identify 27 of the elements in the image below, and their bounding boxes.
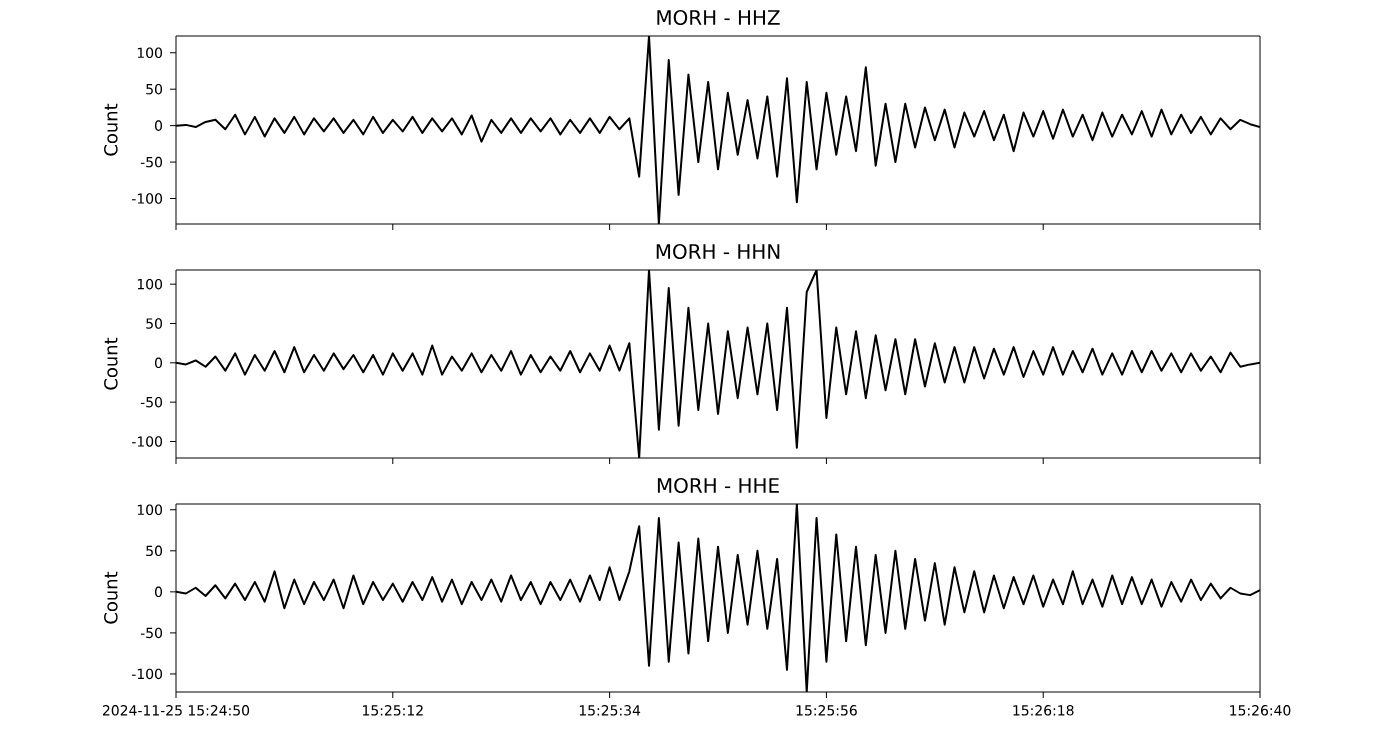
y-tick-label: -50: [140, 156, 163, 168]
x-tick-label: 15:26:40: [1230, 705, 1291, 716]
x-tick-label: 15:25:12: [363, 705, 423, 716]
y-tick-label: -100: [132, 668, 163, 680]
y-tick-label: 100: [137, 504, 163, 516]
x-tick-label: 15:25:56: [796, 705, 857, 716]
y-tick-label: -100: [132, 193, 163, 204]
y-tick-label: -50: [140, 627, 163, 639]
y-tick-label: 100: [137, 47, 163, 59]
chart-title: MORH - HHZ: [657, 9, 780, 26]
y-tick-label: 0: [155, 586, 163, 598]
y-tick-label: -100: [132, 436, 163, 447]
chart-title: MORH - HHE: [657, 477, 779, 494]
y-tick-label: 0: [155, 357, 163, 369]
y-axis-title: Count: [104, 103, 118, 156]
y-tick-label: 50: [146, 318, 163, 329]
y-tick-label: 50: [146, 545, 163, 557]
y-tick-label: 50: [146, 83, 163, 95]
y-tick-label: -50: [140, 396, 163, 408]
x-tick-label: 15:26:18: [1013, 705, 1074, 716]
x-tick-label: 2024-11-25 15:24:50: [102, 705, 250, 716]
y-axis-title: Count: [104, 337, 118, 390]
x-tick-label: 15:25:34: [579, 705, 641, 716]
chart-title: MORH - HHN: [656, 243, 780, 260]
y-tick-label: 0: [155, 120, 163, 131]
y-axis-title: Count: [104, 571, 118, 624]
y-tick-label: 100: [137, 278, 163, 290]
